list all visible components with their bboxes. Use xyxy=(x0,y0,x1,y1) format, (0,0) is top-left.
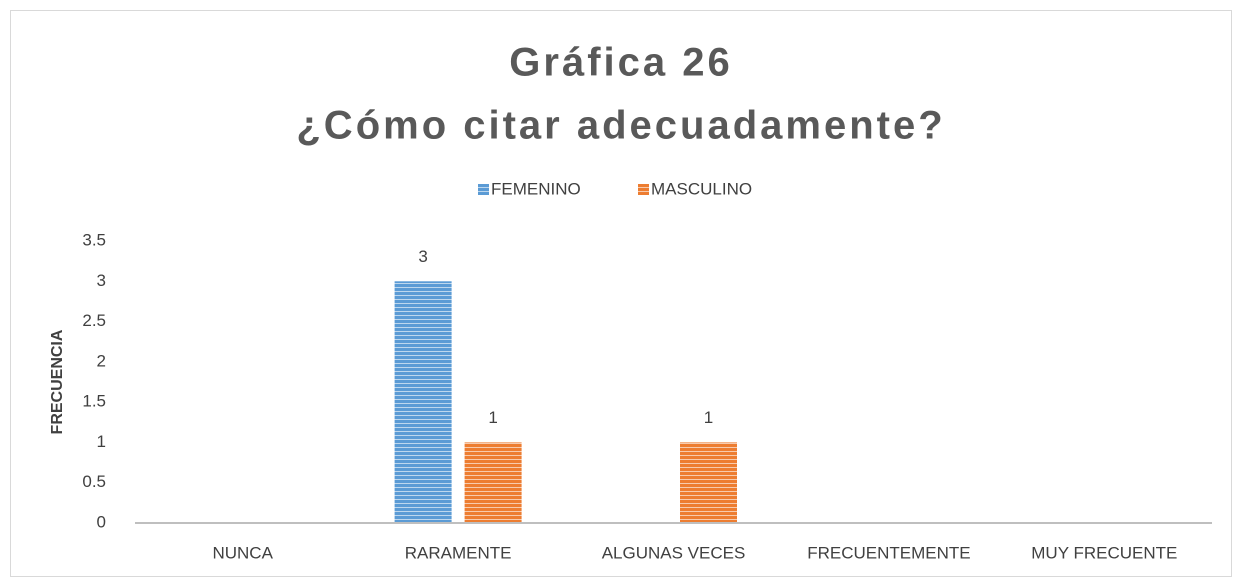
x-tick-label: FRECUENTEMENTE xyxy=(807,543,970,562)
chart-border xyxy=(10,10,1232,577)
legend-swatch xyxy=(478,184,489,195)
legend-label: MASCULINO xyxy=(651,179,752,198)
legend-swatch xyxy=(638,184,649,195)
x-tick-label: ALGUNAS VECES xyxy=(602,543,746,562)
chart-title: Gráfica 26 xyxy=(509,41,732,85)
y-tick-label: 2.5 xyxy=(82,311,106,330)
bar xyxy=(680,442,737,523)
y-tick-label: 3.5 xyxy=(82,230,106,249)
bar xyxy=(464,442,522,523)
chart-title-line-2: ¿Cómo citar adecuadamente? xyxy=(296,104,945,148)
data-label: 1 xyxy=(704,408,713,427)
data-label: 1 xyxy=(488,408,497,427)
bar xyxy=(394,281,452,523)
x-tick-label: RARAMENTE xyxy=(405,543,512,562)
y-tick-label: 1 xyxy=(97,432,106,451)
y-axis-label: FRECUENCIA xyxy=(49,329,66,434)
x-tick-label: MUY FRECUENTE xyxy=(1031,543,1177,562)
x-tick-label: NUNCA xyxy=(212,543,273,562)
y-tick-label: 2 xyxy=(97,351,106,370)
y-tick-label: 3 xyxy=(97,271,106,290)
y-tick-label: 0 xyxy=(97,512,106,531)
legend-label: FEMENINO xyxy=(491,179,581,198)
data-label: 3 xyxy=(418,247,427,266)
y-tick-label: 0.5 xyxy=(82,472,106,491)
y-tick-label: 1.5 xyxy=(82,392,106,411)
